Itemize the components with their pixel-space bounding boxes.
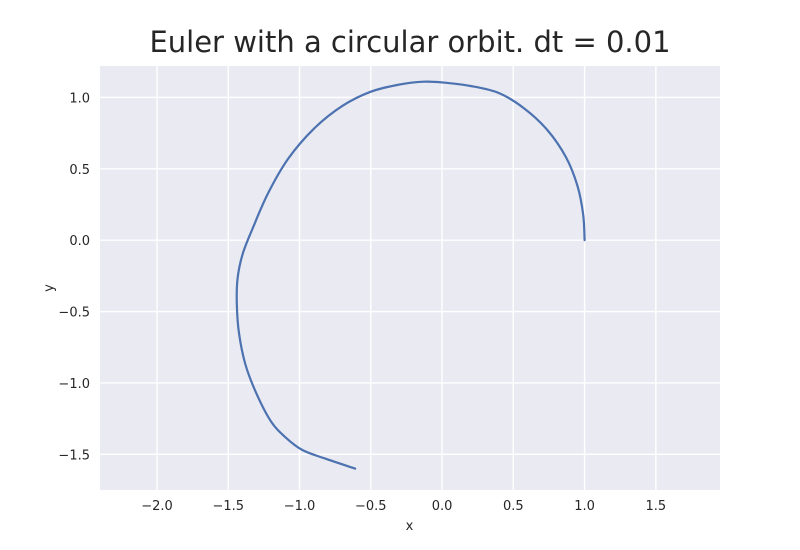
x-tick-label: 0.0	[432, 499, 453, 514]
y-tick-labels: −1.5 −1.0 −0.5 0.0 0.5 1.0	[58, 91, 90, 463]
x-tick-labels: −2.0 −1.5 −1.0 −0.5 0.0 0.5 1.0 1.5	[141, 499, 666, 514]
y-tick-label: −1.5	[58, 448, 90, 463]
x-tick-label: −1.0	[284, 499, 316, 514]
y-gridlines	[100, 96, 720, 456]
series-layer	[235, 80, 586, 470]
plot-area-background	[100, 66, 720, 490]
x-tick-label: −2.0	[141, 499, 173, 514]
x-tick-label: −0.5	[355, 499, 387, 514]
orbit-series-line	[235, 80, 586, 470]
x-gridlines	[156, 66, 657, 490]
x-axis-label: x	[406, 519, 414, 534]
y-tick-label: 0.5	[69, 163, 90, 178]
x-tick-label: 1.0	[574, 499, 595, 514]
y-tick-label: −1.0	[58, 377, 90, 392]
y-tick-label: 1.0	[69, 91, 90, 106]
y-tick-label: 0.0	[69, 234, 90, 249]
x-tick-label: 0.5	[503, 499, 524, 514]
y-axis-label: y	[42, 284, 57, 292]
chart-title: Euler with a circular orbit. dt = 0.01	[149, 25, 671, 59]
x-tick-label: −1.5	[212, 499, 244, 514]
x-tick-label: 1.5	[646, 499, 667, 514]
y-tick-label: −0.5	[58, 306, 90, 321]
